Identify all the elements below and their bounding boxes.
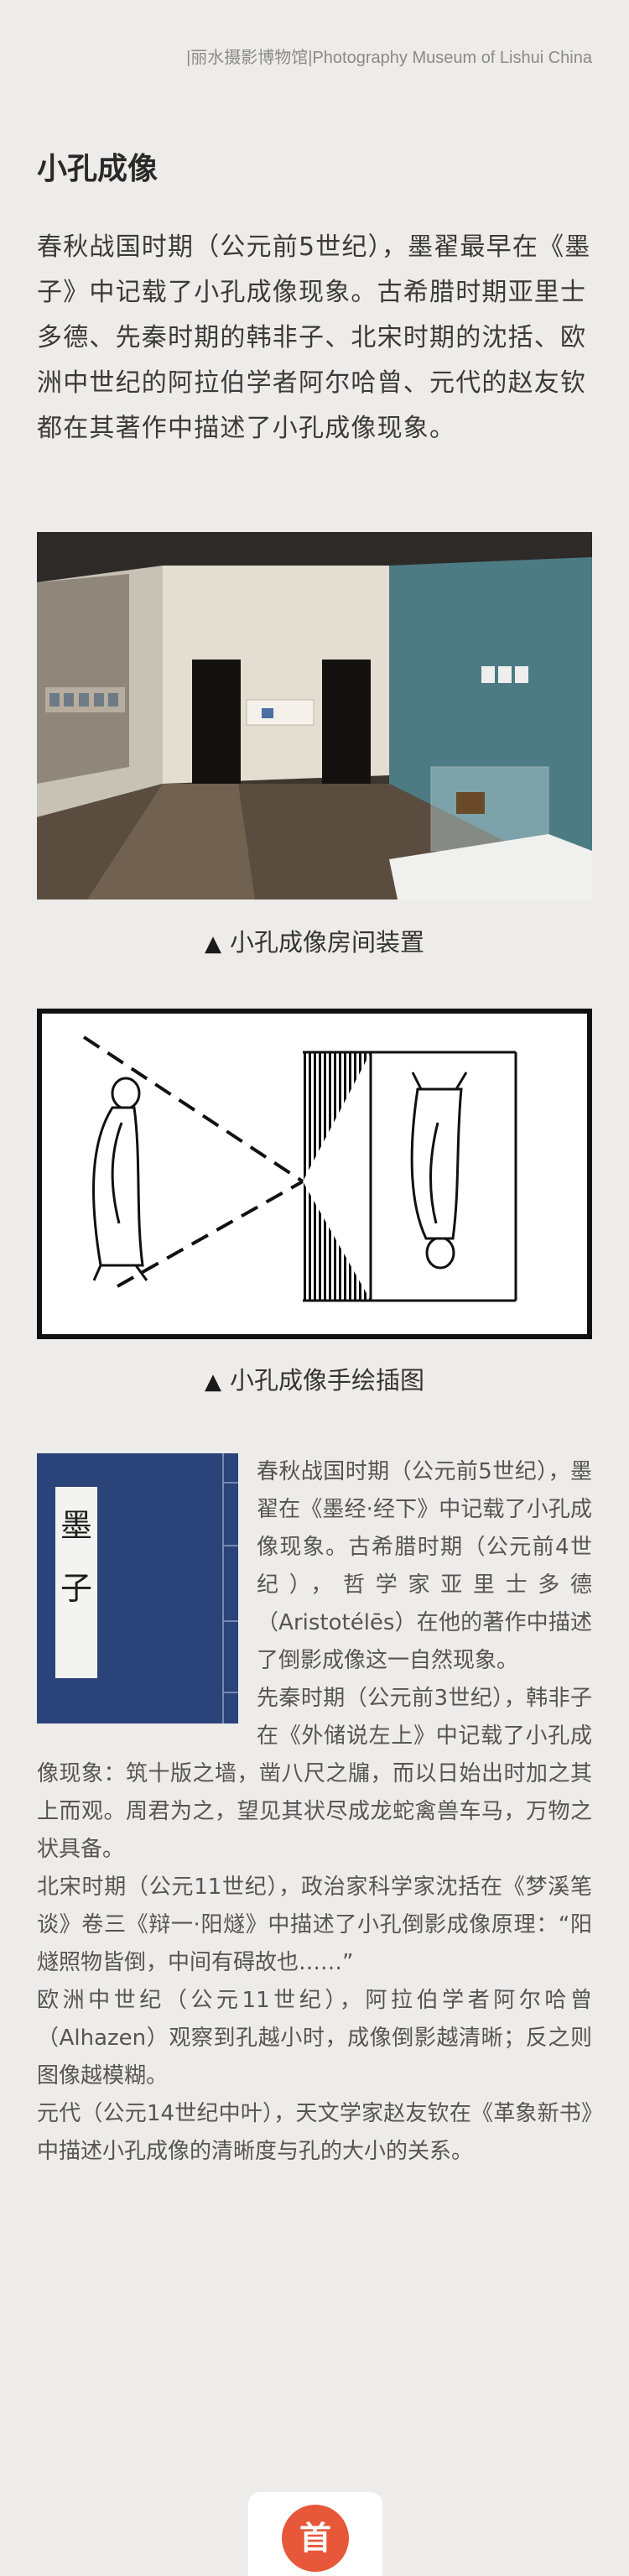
caption-marker-icon: ▲ [204,931,221,957]
museum-source-label: |丽水摄影博物馆|Photography Museum of Lishui Ch… [186,49,592,67]
home-icon[interactable]: 首 [282,2505,349,2572]
history-paragraph: 欧洲中世纪（公元11世纪），阿拉伯学者阿尔哈曾（Alhazen）观察到孔越小时，… [37,1988,592,2088]
mozi-book-cover: 墨 子 [37,1453,238,1723]
history-text: 春秋战国时期（公元前5世纪），墨翟在《墨经·经下》中记载了小孔成像现象。古希腊时… [37,1453,592,2171]
history-paragraph: 北宋时期（公元11世纪），政治家科学家沈括在《梦溪笔谈》卷三《辩一·阳燧》中描述… [37,1875,592,1975]
page-title: 小孔成像 [37,152,159,186]
history-paragraph: 元代（公元14世纪中叶），天文学家赵友钦在《革象新书》中描述小孔成像的清晰度与孔… [37,2101,592,2164]
history-paragraph: 春秋战国时期（公元前5世纪），墨翟在《墨经·经下》中记载了小孔成像现象。古希腊时… [257,1459,592,1673]
camera-obscura-drawing [37,1009,592,1339]
caption-marker-icon: ▲ [204,1369,221,1395]
photo-caption-text: 小孔成像房间装置 [229,928,424,957]
drawing-caption: ▲ 小孔成像手绘插图 [0,1361,629,1396]
photo-caption: ▲ 小孔成像房间装置 [0,923,629,958]
book-cover-spacer [37,1453,257,1739]
book-title-char-1: 墨 [60,1507,92,1544]
drawing-caption-text: 小孔成像手绘插图 [229,1366,424,1395]
history-paragraph: 先秦时期（公元前3世纪），韩非子在《外储说左上》中记载了小孔成像现象：筑十版之墙… [37,1686,592,1862]
intro-paragraph: 春秋战国时期（公元前5世纪），墨翟最早在《墨子》中记载了小孔成像现象。古希腊时期… [37,232,591,443]
exhibition-room-photo [37,532,592,900]
book-title-char-2: 子 [60,1570,92,1607]
